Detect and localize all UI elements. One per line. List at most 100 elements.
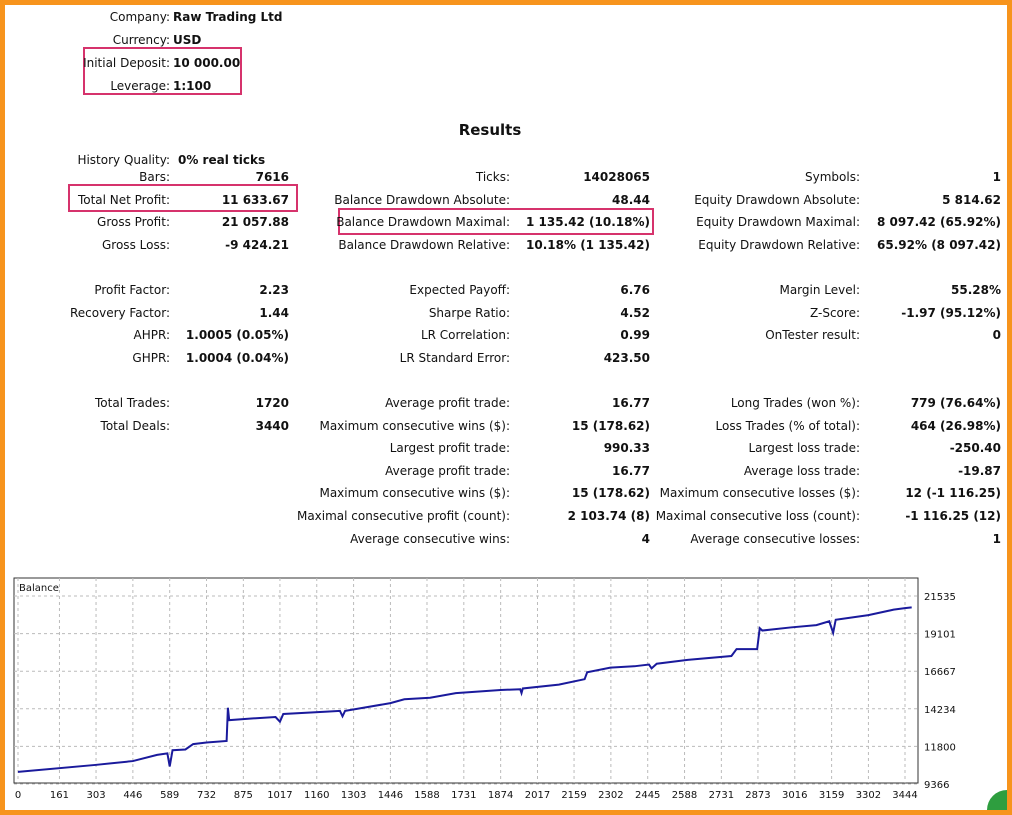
x-tick-label: 2159 — [561, 790, 586, 801]
x-tick-label: 875 — [234, 790, 253, 801]
x-tick-label: 2445 — [635, 790, 660, 801]
stat-value: -19.87 — [958, 463, 1001, 478]
y-tick-label: 21535 — [924, 592, 956, 603]
stat-value: 1.0004 (0.04%) — [185, 350, 289, 365]
stat-label: Average consecutive losses: — [690, 531, 860, 546]
x-tick-label: 2873 — [745, 790, 770, 801]
x-tick-label: 161 — [50, 790, 69, 801]
stat-value: -9 424.21 — [225, 237, 289, 252]
stat-value: 4 — [641, 531, 650, 546]
corner-decoration — [987, 790, 1007, 810]
balance-line — [17, 606, 912, 773]
stat-label: Average profit trade: — [385, 396, 510, 410]
stat-value: 1 — [992, 531, 1001, 546]
stat-label: Ticks: — [475, 170, 510, 184]
highlight-deposit-leverage — [83, 47, 242, 95]
y-tick-label: 16667 — [924, 667, 956, 678]
stat-label: Margin Level: — [779, 283, 860, 297]
stat-value: 16.77 — [612, 396, 650, 410]
stat-value: 65.92% (8 097.42) — [877, 237, 1001, 252]
stat-value: 15 (178.62) — [571, 486, 650, 501]
header-value: Raw Trading Ltd — [173, 10, 283, 24]
y-tick-label: 9366 — [924, 780, 949, 791]
x-tick-label: 1303 — [341, 790, 366, 801]
stat-label: LR Correlation: — [420, 328, 510, 343]
x-tick-label: 0 — [15, 790, 21, 801]
stat-value: 464 (26.98%) — [910, 418, 1001, 433]
stat-label: Total Trades: — [95, 396, 170, 410]
stat-label: OnTester result: — [765, 328, 860, 343]
header-label: Leverage: — [110, 79, 170, 93]
stat-label: Equity Drawdown Absolute: — [694, 192, 860, 207]
stat-value: 779 (76.64%) — [910, 396, 1001, 410]
x-tick-label: 3016 — [782, 790, 807, 801]
stat-label: Bars: — [139, 170, 170, 184]
header-value: 10 000.00 — [173, 56, 241, 70]
highlight-balance-drawdown — [338, 208, 654, 235]
history-quality-label: History Quality: — [77, 153, 170, 167]
header-value: USD — [173, 33, 202, 47]
stat-value: -250.40 — [949, 441, 1001, 456]
strategy-tester-report: Results History Quality: 0% real ticks 0… — [5, 5, 1007, 810]
header-label: Currency: — [112, 33, 170, 47]
stat-label: Average consecutive wins: — [350, 531, 510, 546]
stat-value: 55.28% — [951, 283, 1001, 297]
stat-label: Largest loss trade: — [748, 441, 860, 456]
stat-value: 1.0005 (0.05%) — [185, 328, 289, 343]
stat-label: LR Standard Error: — [399, 350, 510, 365]
x-tick-label: 3159 — [819, 790, 844, 801]
stat-label: Recovery Factor: — [69, 305, 170, 320]
stat-label: Average loss trade: — [743, 463, 860, 478]
history-quality-value: 0% real ticks — [178, 153, 266, 167]
x-tick-label: 2017 — [525, 790, 550, 801]
x-tick-label: 1160 — [304, 790, 329, 801]
stat-label: Symbols: — [805, 170, 860, 184]
stat-value: 1.44 — [259, 305, 289, 320]
stat-value: 6.76 — [620, 283, 650, 297]
x-tick-label: 1588 — [414, 790, 439, 801]
x-tick-label: 3444 — [892, 790, 917, 801]
stat-value: 15 (178.62) — [571, 418, 650, 433]
stat-label: Largest profit trade: — [389, 441, 510, 456]
stat-label: Gross Loss: — [102, 237, 170, 252]
stat-value: 2 103.74 (8) — [567, 509, 650, 523]
x-tick-label: 1731 — [451, 790, 476, 801]
stat-value: 10.18% (1 135.42) — [526, 237, 650, 252]
stat-value: 2.23 — [259, 283, 289, 297]
stat-value: 14028065 — [583, 170, 650, 184]
x-tick-label: 446 — [123, 790, 142, 801]
x-tick-label: 1874 — [488, 790, 513, 801]
stat-label: Z-Score: — [810, 305, 860, 320]
stat-label: Maximal consecutive loss (count): — [655, 509, 860, 523]
stat-label: Maximum consecutive wins ($): — [319, 486, 510, 501]
stat-label: Balance Drawdown Maximal: — [336, 215, 510, 230]
stat-value: 16.77 — [612, 463, 650, 478]
x-tick-label: 303 — [86, 790, 105, 801]
stat-label: AHPR: — [133, 328, 170, 343]
stat-value: 990.33 — [603, 441, 650, 456]
stat-label: Gross Profit: — [97, 215, 170, 230]
stat-value: 4.52 — [620, 305, 650, 320]
chart-title: Balance — [19, 583, 59, 594]
y-tick-label: 11800 — [924, 742, 956, 753]
stat-label: Total Deals: — [100, 418, 170, 433]
stat-value: 11 633.67 — [221, 192, 289, 207]
stat-value: 3440 — [255, 418, 289, 433]
stat-label: Average profit trade: — [385, 463, 510, 478]
stat-value: 1720 — [255, 396, 289, 410]
stat-value: -1 116.25 (12) — [905, 509, 1001, 523]
stat-value: 423.50 — [603, 350, 650, 365]
header-value: 1:100 — [173, 79, 212, 93]
stat-value: 5 814.62 — [942, 192, 1001, 207]
stat-label: Equity Drawdown Maximal: — [696, 215, 860, 230]
y-tick-label: 19101 — [924, 630, 956, 641]
x-tick-label: 1017 — [267, 790, 292, 801]
stat-label: Long Trades (won %): — [730, 396, 860, 410]
stat-value: 0.99 — [620, 328, 650, 343]
x-tick-label: 2731 — [709, 790, 734, 801]
stat-value: 21 057.88 — [221, 215, 289, 230]
stat-label: Expected Payoff: — [409, 283, 510, 297]
x-tick-label: 589 — [160, 790, 179, 801]
stat-label: Maximum consecutive losses ($): — [659, 486, 860, 501]
chart-frame — [13, 577, 919, 784]
